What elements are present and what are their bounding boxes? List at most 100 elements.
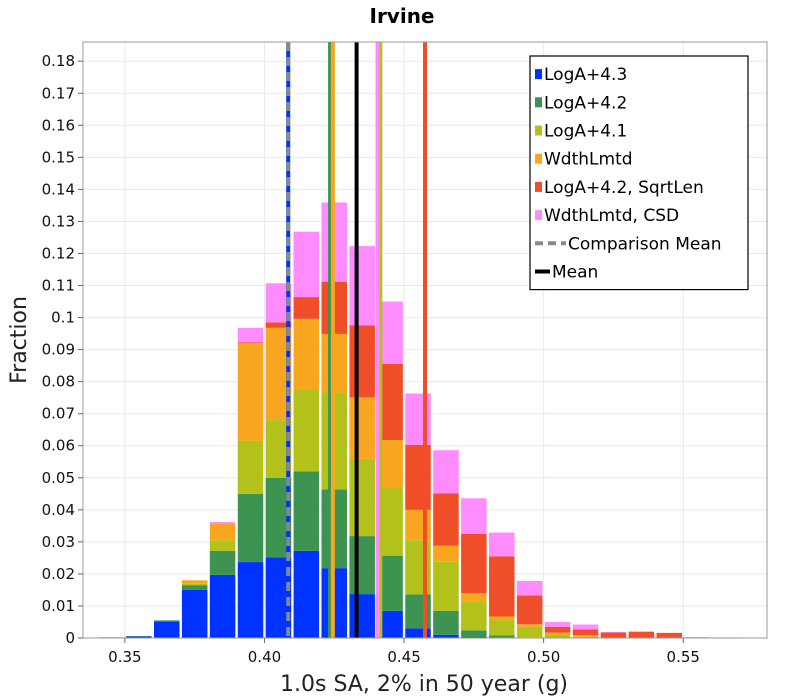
y-tick-label: 0.16 xyxy=(42,116,75,134)
x-tick-label: 0.55 xyxy=(667,648,700,666)
bar-wdthlmtd xyxy=(572,635,599,637)
bar-loga-4-2-sqrtlen xyxy=(265,322,292,328)
y-tick-label: 0.07 xyxy=(42,405,75,423)
legend-swatch xyxy=(535,153,542,164)
y-tick-label: 0.06 xyxy=(42,437,75,455)
x-tick-label: 0.50 xyxy=(527,648,560,666)
bar-loga-4-1 xyxy=(293,389,320,472)
bar-loga-4-1 xyxy=(516,626,543,638)
bar-loga-4-2 xyxy=(433,610,459,635)
bar-loga-4-2 xyxy=(349,536,375,595)
y-tick-label: 0.17 xyxy=(42,84,75,102)
y-tick-label: 0.03 xyxy=(42,533,75,551)
bar-loga-4-2 xyxy=(461,630,487,638)
y-tick-label: 0.13 xyxy=(42,212,75,230)
y-tick-label: 0.14 xyxy=(42,180,75,198)
legend-label: WdthLmtd, CSD xyxy=(544,206,679,226)
legend-label: LogA+4.2 xyxy=(544,93,627,113)
bar-wdthlmtd-csd xyxy=(349,246,375,326)
bar-loga-4-1 xyxy=(544,634,571,638)
bar-wdthlmtd-csd xyxy=(544,621,571,627)
legend-box xyxy=(529,55,749,291)
y-tick-label: 0.1 xyxy=(51,309,75,327)
bar-wdthlmtd xyxy=(544,632,571,635)
legend-label: LogA+4.2, SqrtLen xyxy=(544,178,704,198)
bar-loga-4-3 xyxy=(293,550,320,638)
bar-loga-4-2-sqrtlen xyxy=(572,629,599,636)
bar-loga-4-2-sqrtlen xyxy=(237,342,264,344)
bar-loga-4-3 xyxy=(405,628,431,638)
x-axis-label: 1.0s SA, 2% in 50 year (g) xyxy=(280,672,568,697)
bar-wdthlmtd xyxy=(237,343,264,441)
bar-loga-4-2 xyxy=(489,635,515,638)
bar-wdthlmtd xyxy=(181,580,208,584)
bar-loga-4-1 xyxy=(237,440,264,494)
bar-loga-4-2-sqrtlen xyxy=(600,632,627,638)
bar-wdthlmtd-csd xyxy=(516,580,543,596)
legend-swatch xyxy=(535,210,542,221)
bar-loga-4-1 xyxy=(209,540,236,551)
bar-wdthlmtd-csd xyxy=(572,624,599,630)
bar-wdthlmtd xyxy=(461,593,487,602)
bar-loga-4-2-sqrtlen xyxy=(516,595,543,625)
legend-label: Comparison Mean xyxy=(568,234,722,254)
bar-wdthlmtd-csd xyxy=(628,631,655,632)
bar-loga-4-1 xyxy=(572,636,599,638)
y-tick-label: 0.05 xyxy=(42,469,75,487)
bar-loga-4-3 xyxy=(237,562,264,638)
legend-label: LogA+4.3 xyxy=(544,65,627,85)
bar-wdthlmtd-csd xyxy=(461,498,487,534)
x-tick-label: 0.45 xyxy=(387,648,420,666)
bar-loga-4-3 xyxy=(209,574,236,638)
bar-loga-4-3 xyxy=(433,634,459,638)
y-tick-label: 0.04 xyxy=(42,501,75,519)
mean-lines xyxy=(286,42,427,638)
legend-swatch xyxy=(535,125,542,136)
bar-wdthlmtd xyxy=(489,616,515,621)
bar-wdthlmtd xyxy=(516,624,543,627)
y-tick-label: 0.08 xyxy=(42,373,75,391)
x-ticks: 0.35 0.40 0.45 0.50 0.55 xyxy=(108,638,700,666)
bar-loga-4-1 xyxy=(461,601,487,631)
bar-loga-4-3 xyxy=(126,636,152,638)
bar-loga-4-2-sqrtlen xyxy=(349,325,375,398)
bar-wdthlmtd-csd xyxy=(209,522,236,524)
bar-loga-4-2-sqrtlen xyxy=(293,297,320,319)
x-tick-label: 0.35 xyxy=(108,648,141,666)
bar-loga-4-2-sqrtlen xyxy=(656,632,683,638)
legend-label: Mean xyxy=(552,263,598,283)
y-tick-label: 0.15 xyxy=(42,148,75,166)
bar-loga-4-2 xyxy=(181,585,208,590)
bar-loga-4-2-sqrtlen xyxy=(628,631,655,638)
y-tick-label: 0.18 xyxy=(42,52,75,70)
bar-loga-4-2-sqrtlen xyxy=(489,556,515,617)
legend-label: LogA+4.1 xyxy=(544,122,627,142)
legend-swatch xyxy=(535,69,542,80)
bar-loga-4-2-sqrtlen xyxy=(544,626,571,633)
bar-wdthlmtd-csd xyxy=(293,231,320,298)
bar-wdthlmtd xyxy=(349,397,375,459)
x-tick-label: 0.40 xyxy=(248,648,281,666)
bar-loga-4-3 xyxy=(181,589,208,638)
y-tick-label: 0.11 xyxy=(42,277,75,295)
y-tick-label: 0.12 xyxy=(42,244,75,262)
y-ticks: 0 0.01 0.02 0.03 0.04 0.05 0.06 0.07 0.08 0.09 0.1… xyxy=(42,52,83,647)
bar-wdthlmtd xyxy=(293,318,320,390)
bar-loga-4-3 xyxy=(349,594,375,638)
bar-wdthlmtd xyxy=(433,545,459,562)
bar-wdthlmtd-csd xyxy=(237,327,264,343)
bar-loga-4-2 xyxy=(209,550,236,575)
bar-loga-4-2 xyxy=(153,620,180,622)
y-tick-label: 0.09 xyxy=(42,341,75,359)
bar-loga-4-2 xyxy=(293,471,320,551)
chart-title: Irvine xyxy=(370,4,435,28)
legend-label: WdthLmtd xyxy=(544,150,633,170)
bar-loga-4-1 xyxy=(181,583,208,586)
legend: LogA+4.3 LogA+4.2 LogA+4.1 WdthLmtd LogA+4.2… xyxy=(529,55,749,291)
plot-frame xyxy=(82,41,768,639)
bar-wdthlmtd-csd xyxy=(600,631,627,633)
bar-loga-4-2-sqrtlen xyxy=(433,493,459,546)
legend-swatch xyxy=(535,97,542,108)
y-tick-label: 0.01 xyxy=(42,597,75,615)
bar-loga-4-2 xyxy=(237,493,264,563)
